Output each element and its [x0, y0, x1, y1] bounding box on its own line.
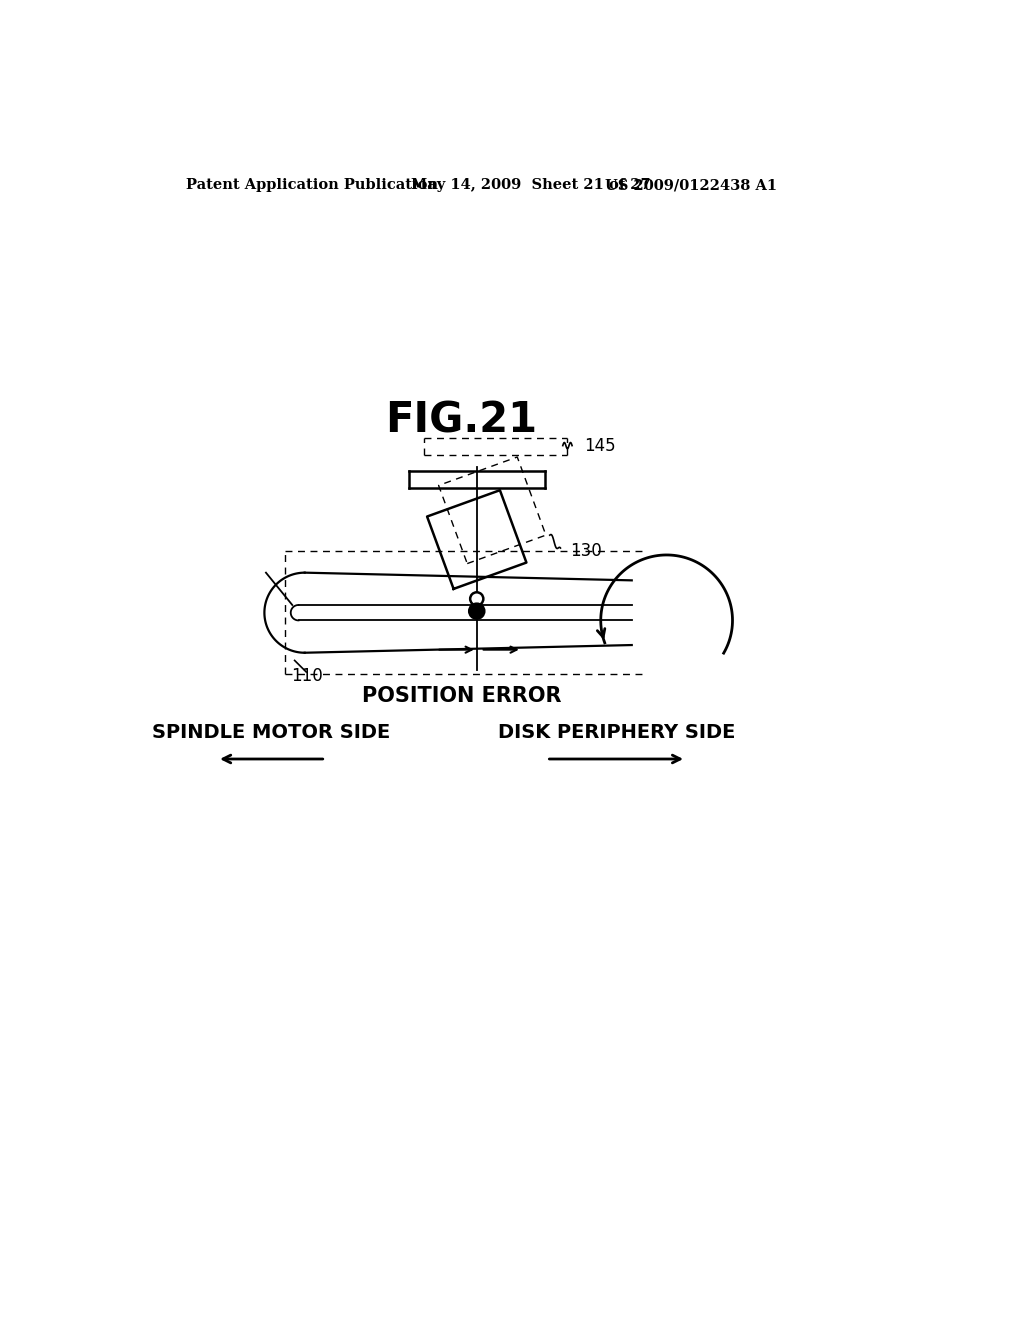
Text: FIG.21: FIG.21 — [385, 399, 538, 441]
Circle shape — [470, 593, 483, 606]
Text: POSITION ERROR: POSITION ERROR — [361, 686, 561, 706]
Text: 145: 145 — [584, 437, 615, 454]
Text: DISK PERIPHERY SIDE: DISK PERIPHERY SIDE — [498, 722, 735, 742]
Text: May 14, 2009  Sheet 21 of 27: May 14, 2009 Sheet 21 of 27 — [411, 178, 650, 193]
Text: Patent Application Publication: Patent Application Publication — [186, 178, 438, 193]
Text: 110: 110 — [291, 667, 323, 685]
Text: US 2009/0122438 A1: US 2009/0122438 A1 — [604, 178, 777, 193]
Text: SPINDLE MOTOR SIDE: SPINDLE MOTOR SIDE — [153, 722, 390, 742]
Text: 130: 130 — [569, 543, 601, 560]
Circle shape — [469, 603, 484, 619]
